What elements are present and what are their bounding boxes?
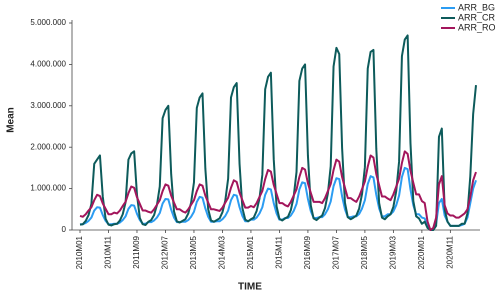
series-line	[79, 34, 477, 231]
series-line	[79, 150, 477, 231]
y-tick-label: 1.000.000	[30, 184, 66, 193]
x-tick-label: 2020M11	[445, 235, 454, 268]
y-tick-label: 0	[62, 225, 67, 234]
x-tick-label: 2014M03	[218, 235, 227, 269]
x-tick-label: 2017M07	[332, 235, 341, 269]
x-tick-label: 2020M01	[417, 235, 426, 269]
y-tick-label: 5.000.000	[30, 18, 66, 27]
x-tick-label: 2015M01	[246, 235, 255, 269]
x-tick-label: 2019M03	[388, 235, 397, 269]
y-tick-label: 4.000.000	[30, 60, 66, 69]
x-tick-label: 2012M07	[161, 235, 170, 269]
x-tick-label: 2013M05	[189, 235, 198, 269]
x-tick-label: 2010M01	[75, 235, 84, 269]
x-tick-label: 2016M09	[303, 235, 312, 269]
x-tick-label: 2010M11	[104, 235, 113, 268]
legend-text: ARR_CR	[458, 12, 496, 22]
y-axis-title: Mean	[6, 107, 17, 133]
x-axis-title: TIME	[238, 282, 262, 293]
x-tick-label: 2011M09	[132, 235, 141, 268]
x-tick-label: 2018M05	[360, 235, 369, 269]
legend-text: ARR_BG	[458, 2, 495, 12]
x-tick-label: 2015M11	[275, 235, 284, 268]
legend-text: ARR_RO	[458, 22, 496, 32]
y-tick-label: 2.000.000	[30, 142, 66, 151]
y-tick-label: 3.000.000	[30, 101, 66, 110]
